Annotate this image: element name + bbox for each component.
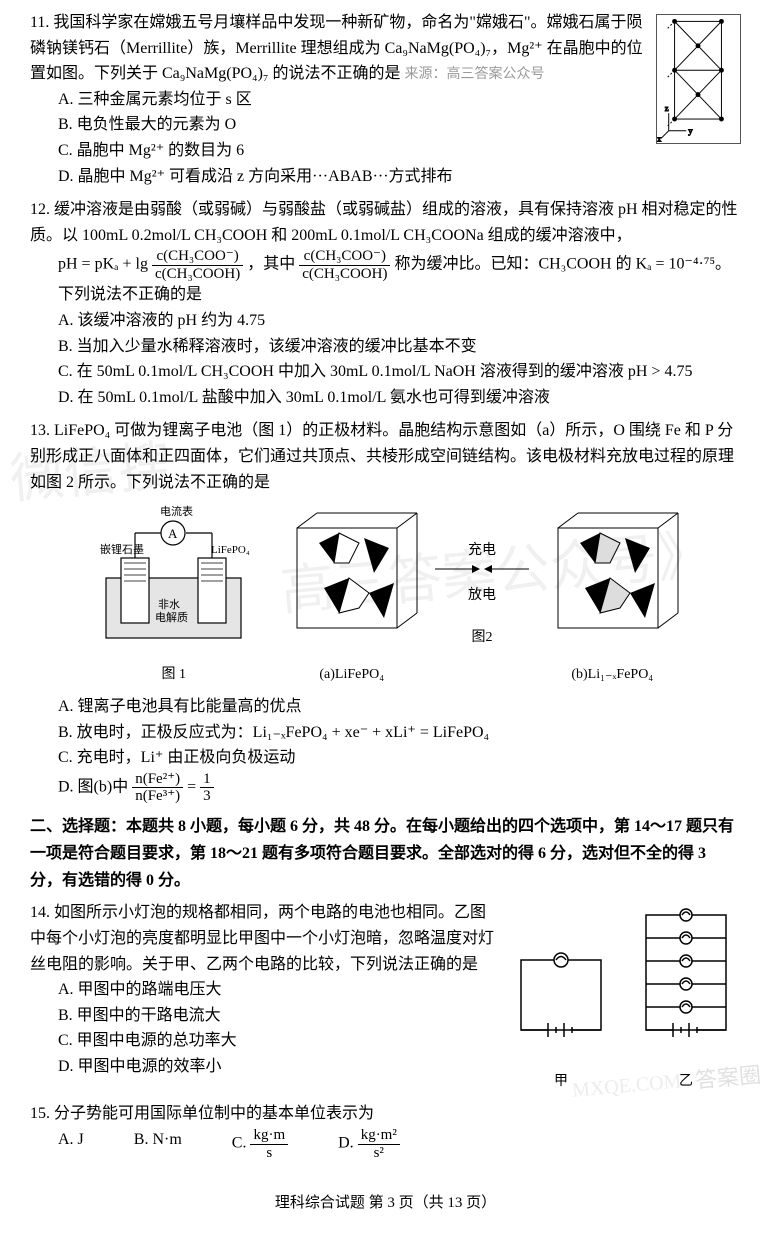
svg-text:A: A — [168, 526, 178, 541]
question-14: 甲 乙 14. 如图所示小灯泡的规格都相同，两个电路的电池也相同。乙图中每个小灯… — [30, 900, 741, 1093]
formula-mid: ，其中 — [247, 256, 295, 273]
fig1-left-label: 嵌锂石墨 — [100, 542, 144, 556]
frac-den: n(Fe³⁺) — [132, 788, 183, 805]
frac-num: n(Fe²⁺) — [132, 771, 183, 789]
question-text: 分子势能可用国际单位制中的基本单位表示为 — [54, 1105, 374, 1122]
circuit-yi-label: 乙 — [631, 1071, 741, 1093]
page-footer: 理科综合试题 第 3 页（共 13 页） — [30, 1191, 741, 1215]
option-c: C. 在 50mL 0.1mol/L CH₃COOH 中加入 30mL 0.1m… — [58, 359, 741, 385]
crystal-figure: z y x — [656, 10, 741, 153]
question-text: 如图所示小灯泡的规格都相同，两个电路的电池也相同。乙图中每个小灯泡的亮度都明显比… — [30, 904, 494, 972]
frac-num: kg·m² — [358, 1127, 400, 1145]
frac-den: c(CH₃COOH) — [299, 266, 390, 283]
svg-text:电解质: 电解质 — [155, 610, 188, 624]
question-13: 13. LiFePO₄ 可做为锂离子电池（图 1）的正极材料。晶胞结构示意图如（… — [30, 418, 741, 805]
question-15: 15. 分子势能可用国际单位制中的基本单位表示为 A. J B. N·m C. … — [30, 1101, 741, 1161]
frac-num: c(CH₃COO⁻) — [299, 248, 390, 266]
circuit-jia-label: 甲 — [506, 1071, 616, 1093]
formula-suffix: 称为缓冲比。已知：CH₃COOH 的 Kₐ = 10⁻⁴·⁷⁵。 — [394, 256, 731, 273]
opt-c-prefix: C. — [232, 1135, 251, 1152]
figure-2: (a)LiFePO₄ 充电 放电 图2 — [279, 503, 685, 686]
frac-num: c(CH₃COO⁻) — [152, 248, 243, 266]
option-a: A. 该缓冲溶液的 pH 约为 4.75 — [58, 308, 741, 334]
question-12: 12. 缓冲溶液是由弱酸（或弱碱）与弱酸盐（或弱碱盐）组成的溶液，具有保持溶液 … — [30, 197, 741, 410]
question-text: 缓冲溶液是由弱酸（或弱碱）与弱酸盐（或弱碱盐）组成的溶液，具有保持溶液 pH 相… — [30, 201, 738, 244]
formula-line: pH = pKₐ + lg c(CH₃COO⁻) c(CH₃COOH) ，其中 … — [30, 248, 741, 282]
svg-text:x: x — [657, 133, 662, 143]
question-number: 14. — [30, 904, 50, 921]
option-b: B. 放电时，正极反应式为：Li₁₋ₓFePO₄ + xe⁻ + xLi⁺ = … — [58, 720, 741, 746]
question-number: 12. — [30, 201, 50, 218]
svg-text:非水: 非水 — [158, 598, 180, 611]
charge-label: 充电 — [430, 540, 534, 562]
fig1-right-label: LiFePO₄ — [211, 544, 250, 556]
figure-2-caption: 图2 — [430, 627, 534, 649]
option-a: A. J — [58, 1127, 84, 1161]
option-b: B. N·m — [134, 1127, 182, 1161]
option-c: C. kg·ms — [232, 1127, 288, 1161]
fig1-mid-label: 电流表 — [160, 504, 193, 518]
frac-den: s² — [358, 1145, 400, 1162]
option-b: B. 电负性最大的元素为 O — [58, 112, 741, 138]
discharge-label: 放电 — [430, 585, 534, 607]
frac-den: 3 — [200, 788, 214, 805]
svg-text:z: z — [665, 103, 669, 113]
source-tag: 来源：高三答案公众号 — [405, 67, 545, 82]
figure-1: A 嵌锂石墨 电流表 LiFePO₄ 非水 电解质 图 1 — [86, 503, 261, 686]
question-text: 我国科学家在嫦娥五号月壤样品中发现一种新矿物，命名为"嫦娥石"。嫦娥石属于陨磷钠… — [30, 14, 643, 82]
question-number: 11. — [30, 14, 49, 31]
question-number: 13. — [30, 422, 50, 439]
option-d: D. kg·m²s² — [338, 1127, 400, 1161]
circuit-figures: 甲 乙 — [506, 900, 741, 1093]
section-2-header: 二、选择题：本题共 8 小题，每小题 6 分，共 48 分。在每小题给出的四个选… — [30, 813, 741, 895]
question-subtext: 下列说法不正确的是 — [30, 282, 741, 308]
formula-prefix: pH = pKₐ + lg — [58, 256, 148, 273]
question-text: LiFePO₄ 可做为锂离子电池（图 1）的正极材料。晶胞结构示意图如（a）所示… — [30, 422, 734, 490]
opt-d-mid: = — [187, 779, 200, 796]
figure-2a-caption: (a)LiFePO₄ — [279, 664, 424, 686]
option-b: B. 当加入少量水稀释溶液时，该缓冲溶液的缓冲比基本不变 — [58, 334, 741, 360]
figure-2b-caption: (b)Li₁₋ₓFePO₄ — [540, 664, 685, 686]
option-a: A. 锂离子电池具有比能量高的优点 — [58, 694, 741, 720]
frac-num: kg·m — [250, 1127, 288, 1145]
fraction-1: c(CH₃COO⁻) c(CH₃COOH) — [152, 248, 243, 282]
opt-d-prefix: D. 图(b)中 — [58, 779, 128, 796]
question-number: 15. — [30, 1105, 50, 1122]
figure-row: A 嵌锂石墨 电流表 LiFePO₄ 非水 电解质 图 1 — [30, 503, 741, 686]
question-11: z y x 11. 我国科学家在嫦娥五号月壤样品中发现一种新矿物，命名为"嫦娥石… — [30, 10, 741, 189]
option-d: D. 在 50mL 0.1mol/L 盐酸中加入 30mL 0.1mol/L 氨… — [58, 385, 741, 411]
svg-text:y: y — [688, 126, 693, 136]
frac-den: s — [250, 1145, 288, 1162]
option-d: D. 图(b)中 n(Fe²⁺)n(Fe³⁺) = 13 — [58, 771, 741, 805]
option-d: D. 晶胞中 Mg²⁺ 可看成沿 z 方向采用···ABAB···方式排布 — [58, 164, 741, 190]
option-a: A. 三种金属元素均位于 s 区 — [58, 87, 741, 113]
figure-1-caption: 图 1 — [86, 664, 261, 686]
option-c: C. 充电时，Li⁺ 由正极向负极运动 — [58, 745, 741, 771]
opt-d-prefix: D. — [338, 1135, 358, 1152]
fraction-2: c(CH₃COO⁻) c(CH₃COOH) — [299, 248, 390, 282]
option-c: C. 晶胞中 Mg²⁺ 的数目为 6 — [58, 138, 741, 164]
frac-den: c(CH₃COOH) — [152, 266, 243, 283]
frac-num: 1 — [200, 771, 214, 789]
